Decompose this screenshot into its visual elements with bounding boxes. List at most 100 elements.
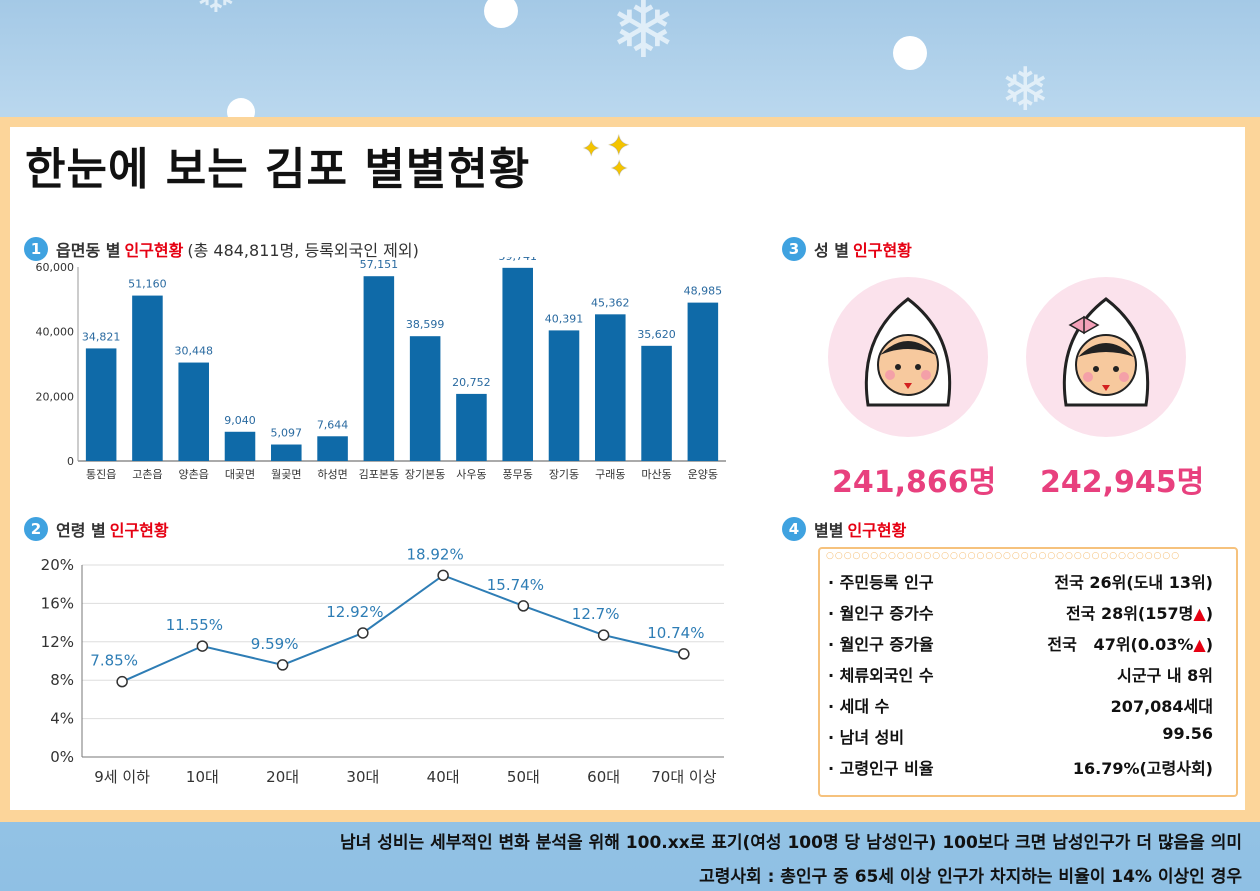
y-tick-label: 0 xyxy=(67,455,74,468)
data-label: 20,752 xyxy=(452,376,491,389)
stat-label: · 세대 수 xyxy=(828,697,890,716)
bar xyxy=(224,431,256,461)
x-tick-label: 풍무동 xyxy=(503,468,533,481)
section-label: 연령 별 xyxy=(56,521,106,540)
y-tick-label: 8% xyxy=(50,671,74,689)
snow-dot xyxy=(484,0,518,28)
section-highlight: 인구현황 xyxy=(109,521,169,540)
increase-arrow-icon: ▲ xyxy=(1193,635,1206,654)
data-label: 48,985 xyxy=(684,285,723,298)
stat-row: · 월인구 증가수 전국 28위(157명▲) xyxy=(828,600,1213,624)
data-point xyxy=(597,629,610,641)
stat-label: · 월인구 증가율 xyxy=(828,635,934,654)
x-tick-label: 70대 이상 xyxy=(651,768,716,786)
y-tick-label: 60,000 xyxy=(36,261,75,274)
x-tick-label: 하성면 xyxy=(317,467,347,481)
section-label: 성 별 xyxy=(814,241,850,260)
section-highlight: 인구현황 xyxy=(847,521,907,540)
bar xyxy=(85,348,117,461)
section-number-badge: 2 xyxy=(24,517,48,541)
x-tick-label: 장기동 xyxy=(549,468,579,481)
y-tick-label: 20,000 xyxy=(36,390,75,403)
data-point xyxy=(517,600,530,612)
female-population: 242,945명 xyxy=(1040,465,1205,500)
aged-society-note: 고령사회 : 총인구 중 65세 이상 인구가 차지하는 비율이 14% 이상인… xyxy=(699,867,1242,887)
section-number-badge: 1 xyxy=(24,237,48,261)
section-highlight: 인구현황 xyxy=(853,241,912,260)
page-title: 한눈에 보는 김포 별별현황 xyxy=(25,144,531,195)
x-tick-label: 마산동 xyxy=(641,468,671,481)
data-point xyxy=(437,569,449,582)
section-extra: (총 484,811명, 등록외국인 제외) xyxy=(187,241,419,260)
section-4-header: 4 별별 인구현황 xyxy=(782,517,906,541)
stat-row: · 세대 수 207,084세대 xyxy=(828,693,1213,717)
y-tick-label: 12% xyxy=(41,633,74,651)
data-label: 7,644 xyxy=(317,418,349,431)
data-label: 51,160 xyxy=(128,278,167,291)
stat-label: · 주민등록 인구 xyxy=(828,573,934,592)
bar xyxy=(548,330,580,461)
snow-dot xyxy=(893,36,927,70)
girl-character-icon xyxy=(1062,297,1150,407)
data-label: 12.7% xyxy=(572,605,620,623)
bar xyxy=(363,276,395,461)
data-point xyxy=(276,659,289,671)
data-label: 59,741 xyxy=(498,257,537,263)
x-tick-label: 운양동 xyxy=(688,468,718,481)
x-tick-label: 월곶면 xyxy=(271,468,301,481)
data-label: 57,151 xyxy=(360,258,399,271)
data-label: 45,362 xyxy=(591,296,630,309)
bar xyxy=(409,336,441,461)
male-avatar xyxy=(828,277,988,437)
bar xyxy=(595,314,626,461)
stat-label: · 월인구 증가수 xyxy=(828,604,934,623)
bar xyxy=(178,362,209,461)
content-card: 한눈에 보는 김포 별별현황 ✦ ✦ ✦ 1 읍면동 별 인구현황 (총 484… xyxy=(10,127,1245,810)
stat-row: · 체류외국인 수 시군구 내 8위 xyxy=(828,662,1213,686)
sex-ratio-note: 남녀 성비는 세부적인 변화 분석을 위해 100.xx로 표기(여성 100명… xyxy=(340,833,1242,853)
data-point xyxy=(678,648,690,660)
section-label: 별별 xyxy=(814,521,844,540)
bar-chart: 0 20,000 40,000 60,000 34,821 통진읍 51,160 고촌읍 30,… xyxy=(36,257,726,481)
data-point xyxy=(357,627,369,639)
x-tick-label: 60대 xyxy=(587,768,620,786)
bar xyxy=(456,393,487,461)
bar xyxy=(502,267,533,461)
x-tick-label: 양촌읍 xyxy=(179,468,209,481)
data-label: 15.74% xyxy=(487,576,544,594)
stat-row: · 고령인구 비율 16.79%(고령사회) xyxy=(828,755,1213,779)
data-label: 40,391 xyxy=(545,312,584,325)
bar xyxy=(317,436,348,461)
x-tick-label: 구래동 xyxy=(595,468,625,481)
y-tick-label: 16% xyxy=(41,594,74,612)
stat-value: 전국 26위(도내 13위) xyxy=(1054,573,1213,592)
data-label: 18.92% xyxy=(407,547,464,563)
y-tick-label: 20% xyxy=(41,556,74,574)
bar xyxy=(271,444,302,461)
male-population: 241,866명 xyxy=(832,465,997,500)
stat-value-tail: ) xyxy=(1205,635,1213,654)
stat-label: · 고령인구 비율 xyxy=(828,759,934,778)
stat-value: 전국 47위(0.03%▲) xyxy=(1047,635,1213,654)
stat-row: · 남녀 성비 99.56 xyxy=(828,724,1213,748)
bar xyxy=(641,345,672,461)
stat-value: 전국 28위(157명▲) xyxy=(1065,604,1213,623)
x-tick-label: 10대 xyxy=(186,768,219,786)
y-tick-label: 0% xyxy=(50,748,74,766)
x-tick-label: 40대 xyxy=(427,768,460,786)
stat-value-tail: ) xyxy=(1205,604,1213,623)
data-label: 35,620 xyxy=(637,328,676,341)
stat-row: · 월인구 증가율 전국 47위(0.03%▲) xyxy=(828,631,1213,655)
section-highlight: 인구현황 xyxy=(124,241,184,260)
data-label: 9.59% xyxy=(251,635,299,653)
stat-value: 207,084세대 xyxy=(1110,697,1213,716)
stat-label: · 남녀 성비 xyxy=(828,728,905,747)
snowflake-icon: ❄ xyxy=(1000,55,1051,125)
data-point xyxy=(116,675,128,688)
data-label: 12.92% xyxy=(326,603,383,621)
line-chart: 0% 4% 8% 12% 16% 20% 7.85% 9세 이하 11.55% 10대 9.59% 2… xyxy=(41,547,724,786)
x-tick-label: 사우동 xyxy=(456,468,486,481)
stat-label: · 체류외국인 수 xyxy=(828,666,934,685)
x-tick-label: 통진읍 xyxy=(86,468,116,481)
